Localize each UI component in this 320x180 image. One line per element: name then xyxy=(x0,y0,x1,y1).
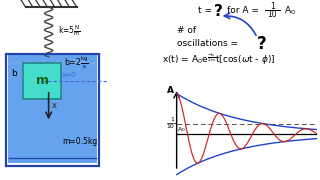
Text: ?: ? xyxy=(214,4,223,19)
Text: m: m xyxy=(36,75,49,87)
Bar xyxy=(6,54,99,166)
Text: x: x xyxy=(52,101,57,110)
Text: b: b xyxy=(12,69,17,78)
Bar xyxy=(8,54,97,163)
Text: x=0: x=0 xyxy=(61,72,76,78)
Text: k=5$\mathregular{\frac{N}{m}}$: k=5$\mathregular{\frac{N}{m}}$ xyxy=(58,23,80,38)
Text: 1: 1 xyxy=(170,117,174,122)
Text: for A =: for A = xyxy=(227,6,259,15)
Text: oscillations =: oscillations = xyxy=(177,39,241,48)
Text: # of: # of xyxy=(177,26,196,35)
Text: 10: 10 xyxy=(166,124,174,129)
Text: m=0.5kg: m=0.5kg xyxy=(63,137,98,146)
Text: ?: ? xyxy=(257,35,267,53)
Text: 10: 10 xyxy=(268,10,277,19)
Text: t =: t = xyxy=(198,6,215,15)
Text: 1: 1 xyxy=(270,2,275,11)
Text: A$_0$: A$_0$ xyxy=(284,4,296,17)
Text: A$_0$: A$_0$ xyxy=(177,125,185,134)
Text: A: A xyxy=(167,86,174,95)
Text: b=2$\mathregular{\frac{kg}{s}}$: b=2$\mathregular{\frac{kg}{s}}$ xyxy=(64,55,89,71)
Text: x(t) = A$_0$e$^{\mathregular{\frac{-b}{2m}}}$t[cos($\omega$t - $\phi$)]: x(t) = A$_0$e$^{\mathregular{\frac{-b}{2… xyxy=(162,52,276,67)
FancyBboxPatch shape xyxy=(23,63,61,99)
